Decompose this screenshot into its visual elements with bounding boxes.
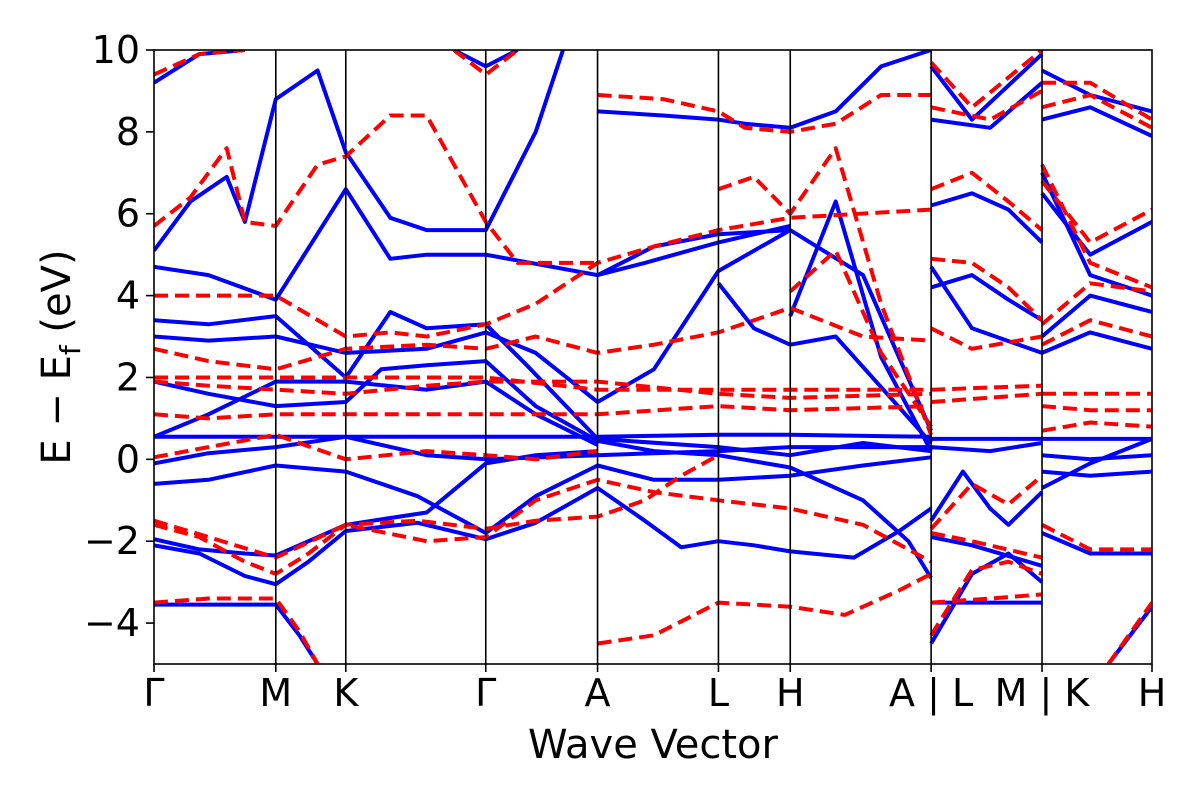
solid-band — [788, 199, 933, 453]
dashed-band — [930, 170, 1044, 232]
y-axis-title-sub: f — [54, 344, 87, 355]
y-axis: −4 −2 0 2 4 6 8 10 — [84, 28, 154, 645]
dashed-band — [154, 50, 246, 77]
solid-band — [929, 52, 1044, 122]
solid-band — [154, 359, 933, 580]
bands-layer — [154, 50, 1152, 664]
x-tick-label: M — [259, 671, 292, 715]
dashed-band — [930, 256, 1044, 322]
solid-band — [1041, 453, 1152, 462]
y-axis-title-units: (eV) — [34, 249, 80, 345]
dashed-band — [930, 531, 1043, 560]
solid-band — [930, 273, 1044, 322]
x-tick-label: A — [585, 671, 611, 715]
dashed-band — [1041, 93, 1152, 130]
solid-band — [1041, 330, 1152, 355]
dashed-band — [1041, 404, 1152, 413]
solid-band — [1040, 192, 1152, 257]
dashed-band — [597, 93, 932, 134]
dashed-band — [452, 50, 519, 77]
x-axis-title: Wave Vector — [528, 722, 779, 768]
solid-band — [1041, 105, 1152, 138]
solid-band — [154, 434, 932, 466]
dashed-band — [154, 404, 932, 421]
dashed-band — [154, 379, 932, 400]
x-tick-label: A | L — [889, 671, 973, 716]
solid-band — [930, 535, 1043, 568]
dashed-band — [1041, 523, 1152, 552]
dashed-band — [597, 572, 933, 646]
y-tick-label: −2 — [84, 519, 140, 563]
plot-frame — [153, 49, 1153, 665]
y-tick-label: 2 — [116, 355, 140, 399]
solid-band — [597, 50, 932, 130]
solid-band — [930, 81, 1044, 130]
dashed-band — [154, 113, 598, 265]
dashed-band — [1040, 179, 1152, 245]
x-tick-label: H — [776, 671, 805, 715]
solid-band — [1041, 531, 1152, 556]
x-tick-label: Γ — [143, 671, 164, 715]
dashed-band — [1041, 318, 1152, 347]
x-tick-label: K — [333, 671, 359, 715]
solid-band — [154, 455, 932, 535]
solid-band — [716, 282, 933, 445]
x-tick-label: H — [1138, 671, 1167, 715]
dashed-band — [154, 375, 932, 392]
dashed-band — [1042, 80, 1152, 122]
y-axis-title: E − Ef (eV) — [34, 249, 87, 464]
dashed-band — [931, 383, 1043, 392]
solid-band — [930, 191, 1044, 244]
dashed-band — [930, 391, 1043, 404]
solid-band — [154, 486, 933, 587]
solid-band — [929, 469, 1044, 527]
solid-band — [929, 265, 1043, 355]
dashed-band — [930, 592, 1043, 605]
dashed-band — [930, 326, 1043, 351]
y-tick-label: 0 — [116, 437, 140, 481]
dashed-band — [1040, 163, 1152, 290]
series-dashed — [154, 50, 1152, 664]
solid-band — [154, 50, 565, 252]
dashed-band — [154, 432, 598, 462]
series-solid — [154, 50, 1152, 664]
dashed-band — [1106, 601, 1152, 664]
solid-band — [1041, 437, 1152, 490]
dashed-band — [154, 596, 320, 664]
dashed-band — [929, 474, 1044, 531]
x-tick-label: M | K — [995, 671, 1091, 716]
x-tick-label: Γ — [475, 671, 496, 715]
y-tick-label: 4 — [116, 274, 140, 318]
solid-band — [154, 187, 791, 302]
solid-band — [930, 441, 1043, 454]
y-tick-label: 8 — [116, 110, 140, 154]
y-tick-label: 6 — [116, 192, 140, 236]
dashed-band — [929, 559, 1043, 637]
solid-band — [596, 228, 933, 432]
dashed-band — [1041, 420, 1152, 433]
solid-band — [154, 602, 320, 664]
solid-band — [1041, 68, 1152, 114]
y-axis-title-main: E − E — [34, 355, 80, 465]
kpoint-lines — [274, 50, 1043, 664]
solid-band — [1041, 469, 1152, 478]
dashed-band — [1040, 281, 1152, 326]
dashed-band — [717, 146, 933, 436]
solid-band — [1040, 171, 1152, 298]
solid-band — [1040, 293, 1152, 339]
y-tick-label: 10 — [92, 28, 140, 72]
dashed-band — [154, 305, 932, 372]
dashed-band — [788, 248, 933, 428]
solid-band — [154, 379, 599, 447]
y-tick-label: −4 — [84, 601, 140, 645]
x-tick-label: L — [708, 671, 729, 715]
